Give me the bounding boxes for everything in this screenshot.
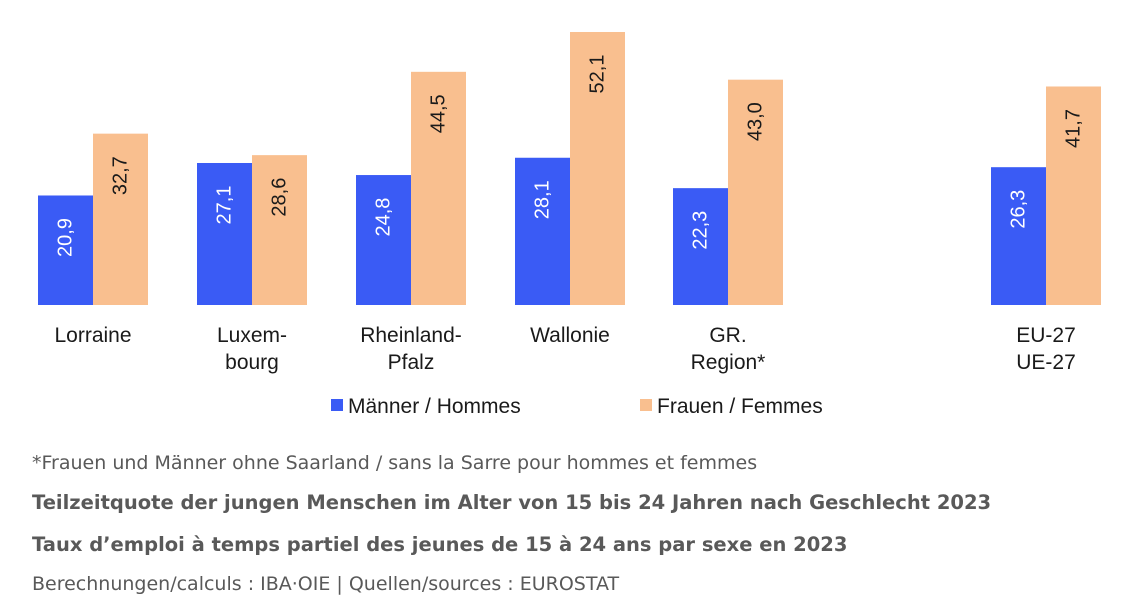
bar-frauen-2 [411,71,466,305]
chart-title-de: Teilzeitquote der jungen Menschen im Alt… [32,491,992,514]
legend-label-frauen: Frauen / Femmes [657,395,823,418]
category-label-2: Rheinland-Pfalz [360,324,462,374]
data-label-maenner-3: 28,1 [532,180,554,219]
data-label-frauen-5: 41,7 [1063,109,1085,148]
data-label-frauen-1: 28,6 [269,178,291,217]
legend-swatch-frauen [640,399,652,411]
footnote: *Frauen und Männer ohne Saarland / sans … [32,452,758,474]
category-label-5: EU-27 UE-27 [1016,324,1076,374]
source-line: Berechnungen/calculs : IBA·OIE | Quellen… [32,573,620,595]
category-label-3: Wallonie [530,324,610,347]
bar-frauen-0 [93,133,148,305]
data-label-frauen-3: 52,1 [587,55,609,94]
data-label-maenner-1: 27,1 [214,186,236,225]
bar-maenner-1 [197,162,252,305]
bar-chart: 20,9 32,7 Lorraine 27,1 28,6 Luxem-bourg 24,8 4… [38,31,1101,418]
legend-swatch-maenner [331,399,343,411]
bar-maenner-3 [515,157,570,305]
data-label-maenner-4: 22,3 [690,211,712,250]
data-label-frauen-0: 32,7 [110,156,132,195]
chart-title-fr: Taux d’emploi à temps partiel des jeunes… [32,533,848,556]
bar-frauen-4 [728,79,783,306]
data-label-maenner-0: 20,9 [55,218,77,257]
category-label-0: Lorraine [54,324,131,347]
data-label-frauen-2: 44,5 [428,94,450,133]
category-label-1: Luxem-bourg [217,324,287,374]
bar-frauen-5 [1046,86,1101,305]
bar-maenner-5 [991,167,1046,305]
data-label-maenner-5: 26,3 [1008,190,1030,229]
data-label-frauen-4: 43,0 [745,102,767,141]
data-label-maenner-2: 24,8 [373,198,395,237]
bar-maenner-2 [356,175,411,305]
bar-maenner-4 [673,188,728,305]
category-label-4: GR. Region* [691,324,766,374]
bar-frauen-1 [252,155,307,305]
bar-frauen-3 [570,31,625,305]
legend-label-maenner: Männer / Hommes [348,395,521,418]
bar-maenner-0 [38,195,93,305]
